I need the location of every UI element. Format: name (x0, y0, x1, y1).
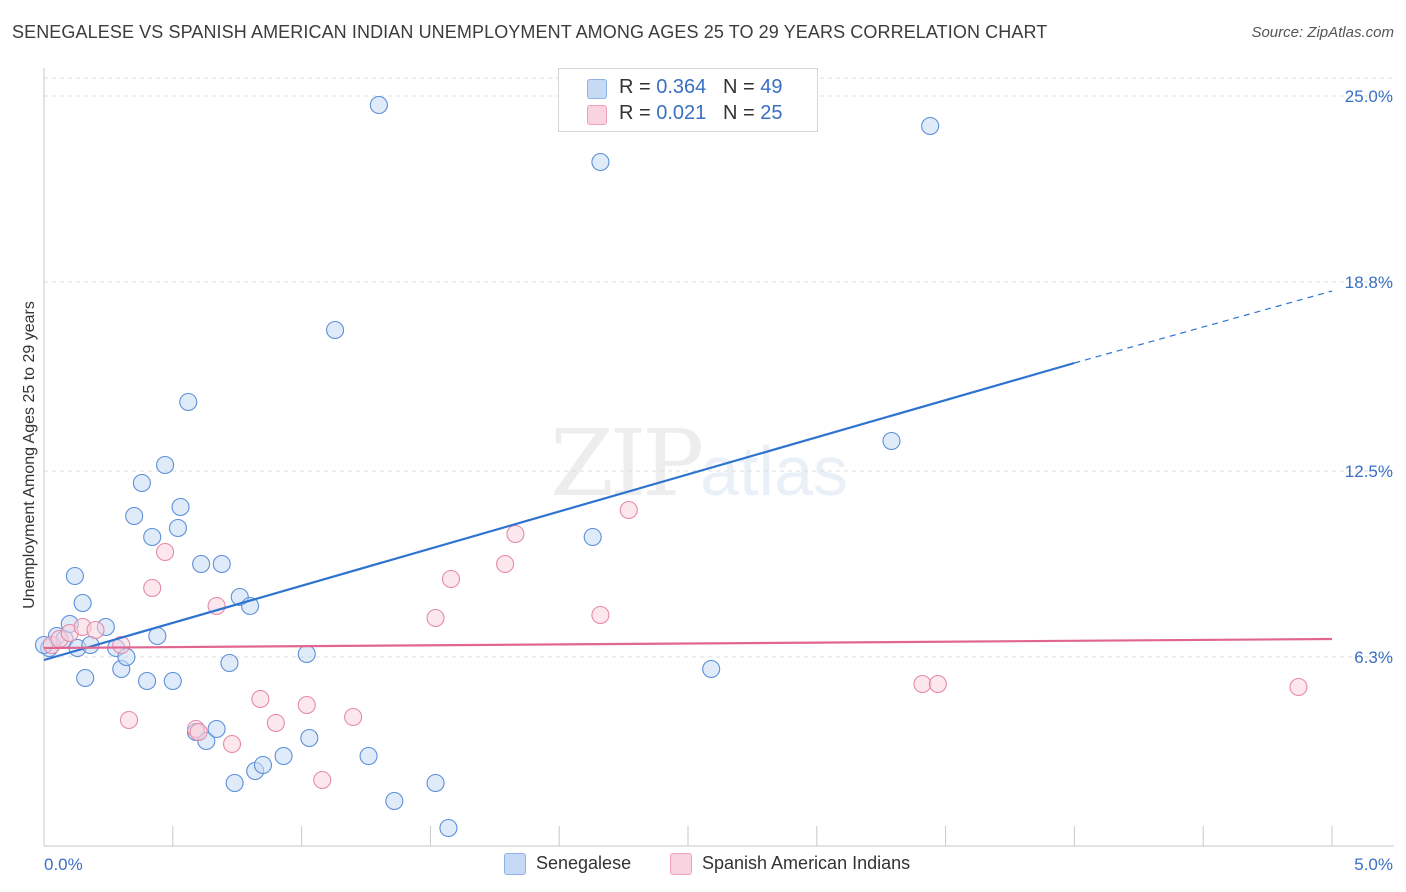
spanish-point (313, 770, 332, 790)
legend-swatch-spanish (670, 853, 692, 875)
watermark-zip: ZIP (550, 410, 704, 517)
y-tick-label: 6.3% (1354, 648, 1393, 667)
spanish-point (619, 500, 638, 520)
senegalese-trend-extension (1074, 290, 1333, 364)
spanish-point (189, 722, 208, 742)
legend-swatch-senegalese (504, 853, 526, 875)
legend-label-spanish: Spanish American Indians (702, 853, 911, 873)
spanish-point (441, 569, 461, 589)
spanish-point (143, 578, 162, 598)
senegalese-point (385, 791, 404, 811)
senegalese-point (132, 473, 151, 493)
senegalese-point (168, 518, 188, 538)
senegalese-point (297, 644, 316, 664)
senegalese-point (143, 527, 162, 547)
r-value: 0.364 (656, 76, 707, 98)
senegalese-point (137, 671, 157, 691)
legend-label-senegalese: Senegalese (536, 853, 632, 873)
senegalese-point (212, 554, 231, 574)
senegalese-point (192, 554, 211, 574)
y-tick-label: 18.8% (1345, 273, 1393, 292)
y-axis-title: Unemployment Among Ages 25 to 29 years (21, 301, 38, 609)
senegalese-point (253, 755, 273, 775)
senegalese-point (921, 116, 940, 136)
senegalese-point (274, 746, 293, 766)
x-tick-label: 0.0% (44, 855, 83, 874)
senegalese-point (702, 659, 721, 679)
senegalese-point (65, 566, 84, 586)
n-label: N = (722, 76, 761, 98)
spanish-point (913, 674, 932, 694)
senegalese-point (163, 671, 182, 691)
senegalese-point (220, 653, 239, 673)
correlation-legend: R = 0.364 N = 49 R = 0.021 N = 25 (558, 68, 818, 132)
senegalese-point (300, 728, 319, 748)
spanish-point (86, 620, 105, 640)
y-tick-label: 25.0% (1345, 87, 1393, 106)
chart-title: SENEGALESE VS SPANISH AMERICAN INDIAN UN… (12, 22, 1048, 42)
senegalese-point (179, 392, 198, 412)
senegalese-point (369, 95, 388, 115)
senegalese-point (73, 593, 92, 613)
spanish-point (222, 734, 242, 754)
n-value: 25 (760, 102, 783, 124)
senegalese-point (76, 668, 95, 688)
spanish-point (119, 710, 139, 730)
senegalese-point (225, 773, 244, 793)
spanish-point (426, 608, 445, 628)
senegalese-point (359, 746, 378, 766)
senegalese-point (156, 455, 175, 475)
spanish-point (251, 689, 270, 709)
spanish-point (591, 605, 610, 625)
spanish-point (928, 674, 947, 694)
senegalese-point (207, 719, 226, 739)
senegalese-point (426, 773, 445, 793)
senegalese-point (591, 152, 610, 172)
legend-swatch-spanish (587, 105, 607, 125)
senegalese-point (125, 506, 144, 526)
spanish-point (266, 713, 285, 733)
spanish-point (112, 635, 131, 655)
r-label: R = (619, 102, 657, 124)
senegalese-point (326, 320, 345, 340)
senegalese-trend-line (43, 361, 1075, 662)
r-value: 0.021 (656, 102, 707, 124)
spanish-point (344, 707, 363, 727)
r-label: R = (619, 76, 657, 98)
spanish-point (207, 596, 226, 616)
senegalese-point (583, 527, 602, 547)
source-credit: Source: ZipAtlas.com (1251, 24, 1394, 41)
senegalese-point (171, 497, 190, 517)
y-tick-label: 12.5% (1345, 462, 1393, 481)
spanish-point (496, 554, 515, 574)
legend-swatch-senegalese (587, 79, 607, 99)
spanish-point (506, 524, 525, 544)
n-value: 49 (760, 76, 783, 98)
x-tick-label: 5.0% (1354, 855, 1393, 874)
spanish-point (156, 542, 175, 562)
spanish-trend-line (43, 637, 1333, 650)
spanish-point (1289, 677, 1308, 697)
senegalese-point (882, 431, 901, 451)
spanish-point (297, 695, 316, 715)
n-label: N = (722, 102, 761, 124)
senegalese-point (439, 818, 458, 838)
